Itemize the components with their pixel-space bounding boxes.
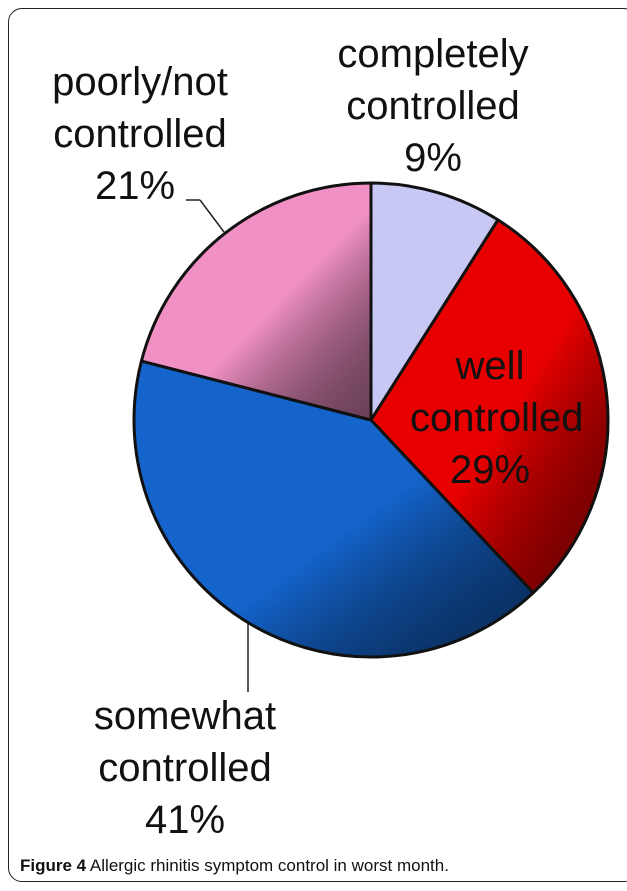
slice-label: completely controlled 9% [303,28,563,184]
slice-label: somewhat controlled 41% [55,690,315,846]
value-label: 29% [449,448,531,492]
category-label: completely controlled [337,32,529,128]
category-label: poorly/not controlled [52,60,228,156]
value-label: 41% [144,798,226,842]
pie-slice [369,218,610,595]
caption: Figure 4 Allergic rhinitis symptom contr… [20,856,449,876]
category-label: somewhat controlled [93,694,277,790]
caption-text: Allergic rhinitis symptom control in wor… [89,856,449,875]
value-label: 21% [94,164,176,208]
value-label: 9% [404,136,462,180]
pie-slice [139,181,373,422]
slice-label: well controlled 29% [410,340,584,496]
pie-slice [369,181,500,422]
slice-label: poorly/not controlled 21% [20,56,260,212]
leader-line [199,199,225,233]
frame [8,8,627,882]
category-label: well controlled [410,344,584,440]
caption-label: Figure 4 [20,856,87,875]
pie-slice [132,359,535,659]
